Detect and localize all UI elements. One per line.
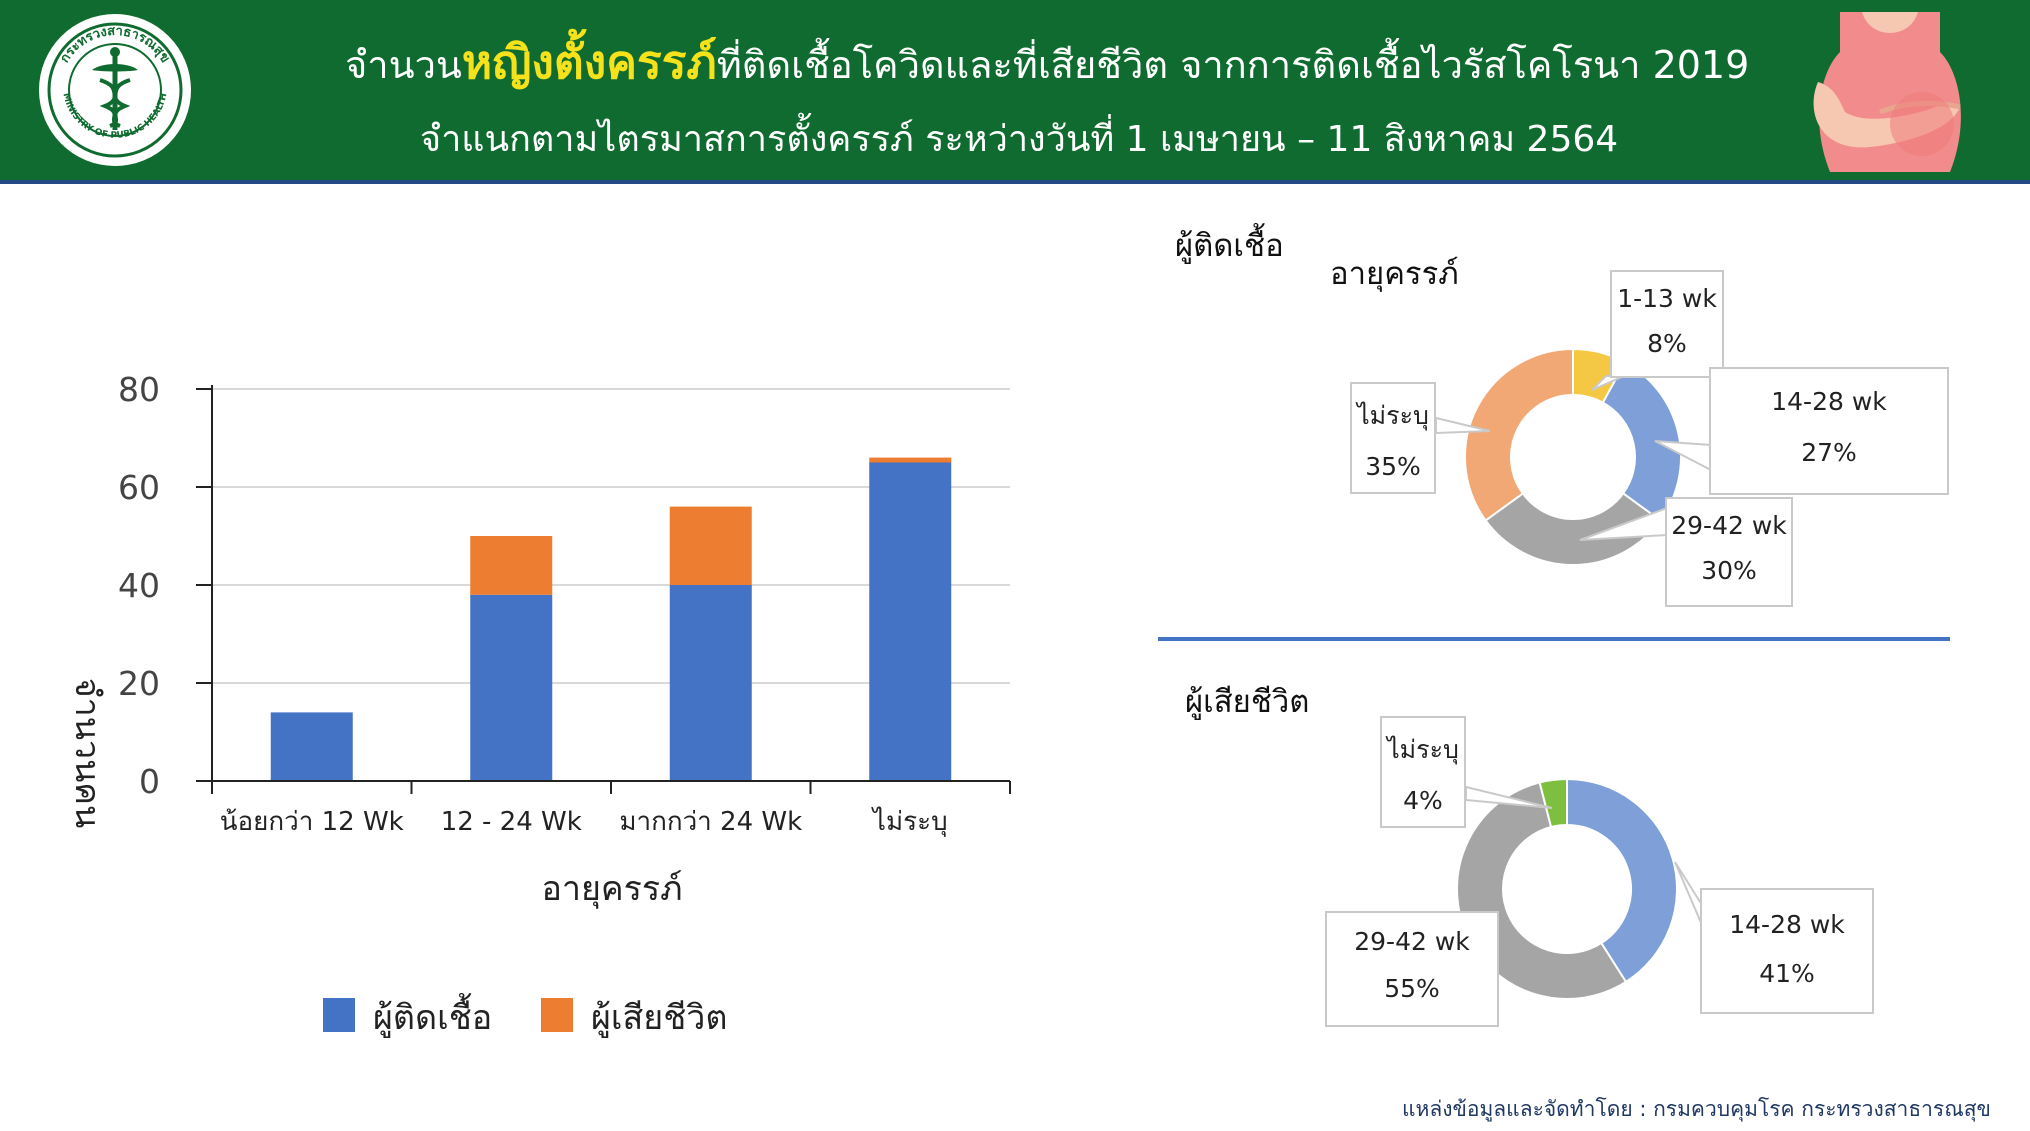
donut-slice — [1566, 777, 1678, 984]
callout-value: 8% — [1647, 329, 1687, 358]
callout-label: 1-13 wk — [1617, 284, 1717, 313]
bar-segment-infected — [669, 585, 752, 781]
donut-infected-title: ผู้ติดเชื้อ — [1175, 228, 1284, 264]
legend-swatch-infected — [323, 998, 355, 1032]
bar-axes: 0 20 40 60 80 น้อยกว่า 12 Wk 12 - 24 Wk มากกว่า… — [118, 370, 1011, 837]
callout-value: 55% — [1384, 974, 1440, 1003]
donut-slice — [1484, 492, 1662, 566]
header-banner: กระทรวงสาธารณสุข MINISTRY OF PUBLIC HEAL… — [0, 0, 2030, 184]
bar-segment-infected — [270, 712, 353, 781]
callout-infected-unknown: ไม่ระบุ 35% — [1350, 382, 1436, 494]
x-tick-label: ไม่ระบุ — [871, 806, 948, 837]
callout-label: 29-42 wk — [1354, 927, 1470, 956]
callout-infected-1-13: 1-13 wk 8% — [1610, 270, 1724, 378]
callout-deaths-29-42: 29-42 wk 55% — [1325, 911, 1499, 1027]
bar-segment-deaths — [669, 506, 752, 585]
callout-label: ไม่ระบุ — [1357, 401, 1429, 430]
bar-segment-infected — [470, 594, 553, 781]
y-tick-label: 60 — [118, 468, 160, 507]
callout-value: 41% — [1759, 959, 1815, 988]
callout-value: 4% — [1403, 786, 1443, 815]
bar-segment-infected — [869, 462, 952, 781]
callout-infected-14-28: 14-28 wk 27% — [1709, 367, 1949, 495]
y-tick-label: 0 — [139, 762, 160, 801]
callout-label: ไม่ระบุ — [1387, 735, 1459, 764]
callout-value: 30% — [1701, 556, 1757, 585]
callout-leader — [1435, 416, 1491, 435]
bar-segment-deaths — [470, 536, 553, 595]
stacked-bar-chart: 0 20 40 60 80 น้อยกว่า 12 Wk 12 - 24 Wk มากกว่า… — [67, 370, 1011, 1038]
title-prefix: จำนวน — [345, 43, 462, 87]
callout-label: 14-28 wk — [1771, 387, 1887, 416]
callout-deaths-unknown: ไม่ระบุ 4% — [1380, 716, 1466, 828]
x-tick-label: มากกว่า 24 Wk — [619, 807, 802, 837]
bar-segment-deaths — [869, 457, 952, 463]
callout-leader — [1674, 861, 1703, 926]
legend-label-infected: ผู้ติดเชื้อ — [373, 993, 492, 1038]
bar-series — [270, 457, 952, 781]
page-title: จำนวนหญิงตั้งครรภ์ที่ติดเชื้อโควิดและที่… — [345, 26, 1749, 99]
callout-value: 27% — [1801, 438, 1857, 467]
x-tick-label: 12 - 24 Wk — [441, 807, 582, 837]
callout-deaths-14-28: 14-28 wk 41% — [1700, 888, 1874, 1014]
pregnant-woman-icon — [1813, 12, 1961, 172]
y-axis-title: จำนวนคน — [67, 678, 107, 829]
x-tick-label: น้อยกว่า 12 Wk — [220, 807, 404, 837]
donut-infected-subtitle: อายุครรภ์ — [1330, 256, 1459, 292]
callout-leader — [1654, 440, 1712, 472]
legend: ผู้ติดเชื้อ ผู้เสียชีวิต — [323, 993, 727, 1038]
callout-label: 14-28 wk — [1729, 910, 1845, 939]
section-divider — [1158, 637, 1950, 641]
callout-leader — [1465, 785, 1553, 809]
callout-label: 29-42 wk — [1671, 511, 1787, 540]
legend-swatch-deaths — [541, 998, 573, 1032]
y-tick-label: 40 — [118, 566, 160, 605]
title-suffix: ที่ติดเชื้อโควิดและที่เสียชีวิต จากการติ… — [716, 43, 1750, 87]
callout-infected-29-42: 29-42 wk 30% — [1665, 497, 1793, 607]
y-tick-label: 80 — [118, 370, 160, 409]
source-note: แหล่งข้อมูลและจัดทำโดย : กรมควบคุมโรค กร… — [1402, 1097, 1991, 1121]
page-subtitle: จำแนกตามไตรมาสการตั้งครรภ์ ระหว่างวันที่… — [420, 119, 1619, 160]
callout-leader — [1579, 506, 1668, 541]
x-axis-title: อายุครรภ์ — [541, 869, 682, 909]
donut-slice — [1538, 777, 1568, 829]
legend-label-deaths: ผู้เสียชีวิต — [591, 998, 727, 1038]
donut-slice — [1464, 347, 1574, 522]
ministry-logo: กระทรวงสาธารณสุข MINISTRY OF PUBLIC HEAL… — [39, 14, 191, 166]
callout-value: 35% — [1365, 452, 1421, 481]
callout-leader — [1591, 375, 1625, 391]
donut-deaths-title: ผู้เสียชีวิต — [1185, 684, 1310, 720]
title-highlight: หญิงตั้งครรภ์ — [461, 35, 717, 89]
y-tick-label: 20 — [118, 664, 160, 703]
